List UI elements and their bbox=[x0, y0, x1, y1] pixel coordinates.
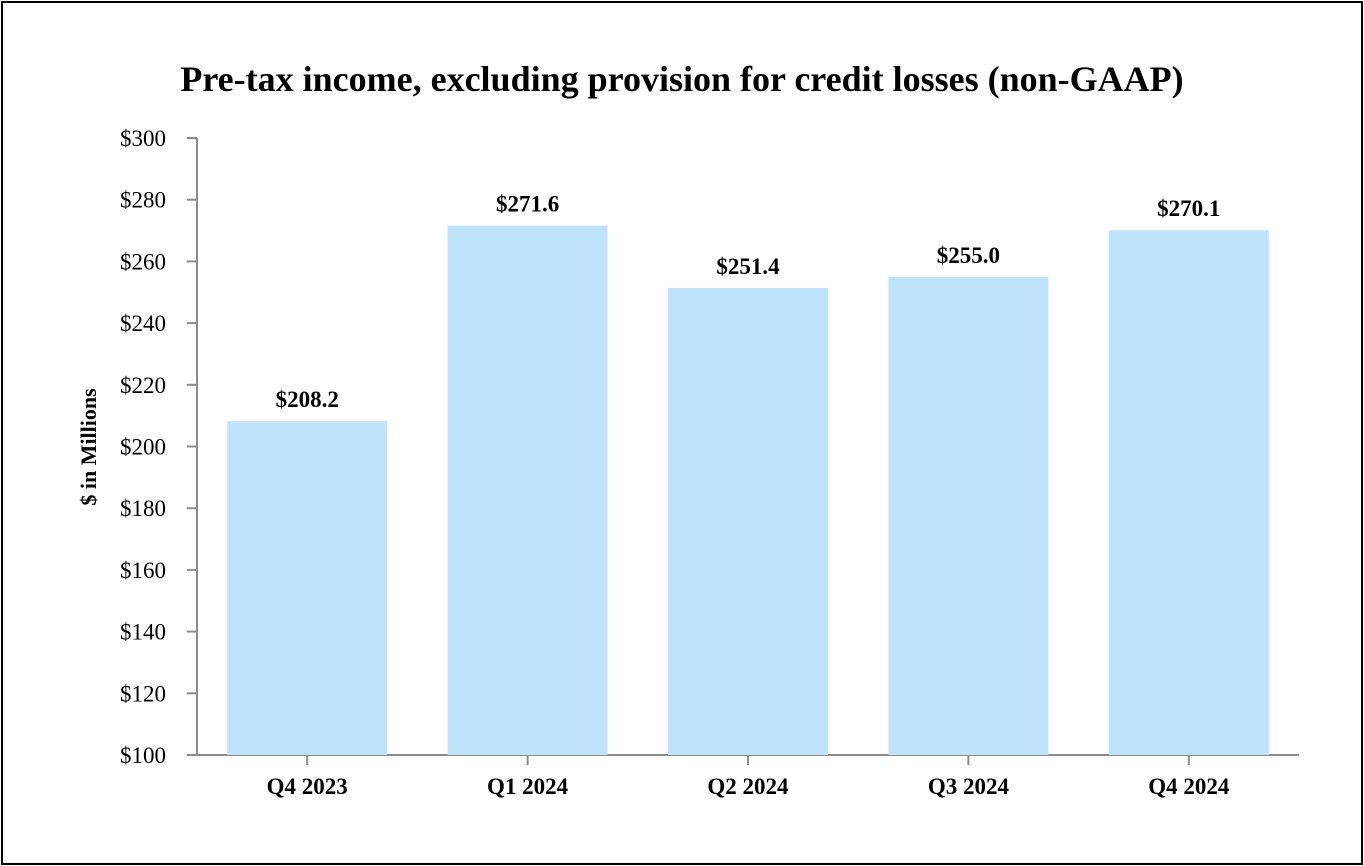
y-tick-label: $160 bbox=[120, 558, 166, 583]
bar bbox=[227, 421, 388, 755]
x-tick-label: Q4 2023 bbox=[267, 774, 348, 799]
y-axis-title: $ in Millions bbox=[76, 388, 101, 506]
x-tick-label: Q2 2024 bbox=[707, 774, 789, 799]
y-tick-label: $180 bbox=[120, 496, 166, 521]
y-tick-label: $240 bbox=[120, 311, 166, 336]
bar-value-label: $270.1 bbox=[1157, 196, 1220, 221]
y-tick-label: $220 bbox=[120, 373, 166, 398]
bar bbox=[888, 276, 1049, 755]
bar bbox=[668, 287, 828, 755]
y-tick-label: $260 bbox=[120, 249, 166, 274]
x-tick-label: Q1 2024 bbox=[487, 774, 569, 799]
bar-value-label: $255.0 bbox=[937, 243, 1000, 268]
y-tick-label: $200 bbox=[120, 435, 166, 460]
chart-title: Pre-tax income, excluding provision for … bbox=[180, 59, 1184, 99]
y-tick-label: $140 bbox=[120, 620, 166, 645]
data-labels: $208.2 $271.6 $251.4 $255.0 $270.1 bbox=[276, 192, 1221, 413]
bar-value-label: $271.6 bbox=[496, 192, 559, 217]
y-tick-label: $120 bbox=[120, 681, 166, 706]
bar-value-label: $251.4 bbox=[716, 254, 780, 279]
y-tick-label: $100 bbox=[120, 743, 166, 768]
y-tick-label: $300 bbox=[120, 126, 166, 151]
x-axis: Q4 2023 Q1 2024 Q2 2024 Q3 2024 Q4 2024 bbox=[187, 754, 1299, 799]
bar bbox=[447, 225, 608, 755]
x-tick-label: Q4 2024 bbox=[1148, 774, 1230, 799]
bar-value-label: $208.2 bbox=[276, 387, 339, 412]
y-axis: $100 $120 $140 $160 $180 $200 $220 $240 $260 $280… bbox=[120, 126, 198, 768]
bars bbox=[227, 225, 1269, 755]
bar bbox=[1108, 230, 1269, 755]
y-tick-label: $280 bbox=[120, 188, 166, 213]
x-tick-label: Q3 2024 bbox=[928, 774, 1010, 799]
